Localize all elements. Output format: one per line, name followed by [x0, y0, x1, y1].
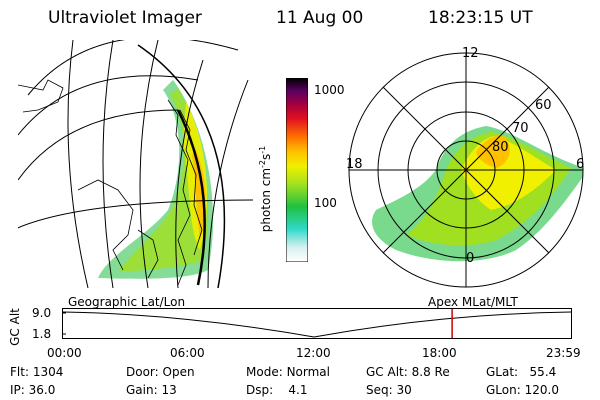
status-door: Door: Open — [126, 365, 195, 379]
mlt-label-0: 0 — [466, 251, 475, 266]
mlat-label-60: 60 — [535, 98, 552, 113]
status-dsp: Dsp: 4.1 — [246, 383, 308, 397]
mlt-label-18: 18 — [346, 157, 363, 172]
left-projection-label: Geographic Lat/Lon — [68, 295, 186, 309]
altitude-ytick-1.8: 1.8 — [32, 327, 52, 341]
mlt-label-12: 12 — [462, 46, 479, 61]
time-tick-00: 00:00 — [47, 346, 82, 360]
mlat-label-80: 80 — [492, 140, 509, 155]
status-flt: Flt: 1304 — [10, 365, 64, 379]
mlt-label-6: 6 — [576, 157, 585, 172]
time-tick-18: 18:00 — [422, 346, 457, 360]
polar-aurora-peak — [476, 135, 510, 168]
altitude-ytick-9: 9.0 — [32, 306, 52, 320]
mlat-label-70: 70 — [512, 121, 529, 136]
right-projection-label: Apex MLat/MLT — [428, 295, 518, 309]
polar-mlat-mlt-plot — [348, 52, 584, 288]
time-tick-2359: 23:59 — [546, 346, 581, 360]
altitude-timeline — [62, 308, 572, 339]
date-label: 11 Aug 00 — [276, 8, 364, 28]
instrument-title: Ultraviolet Imager — [48, 8, 202, 28]
geographic-image — [18, 40, 254, 288]
colorbar-tick-1000: 1000 — [314, 83, 345, 97]
time-tick-12: 12:00 — [296, 346, 331, 360]
status-glat: GLat: 55.4 — [486, 365, 557, 379]
colorbar-unit-label: photon cm-2s-1 — [258, 145, 273, 233]
status-seq: Seq: 30 — [366, 383, 412, 397]
status-gain: Gain: 13 — [126, 383, 177, 397]
status-gcalt: GC Alt: 8.8 Re — [366, 365, 450, 379]
status-mode: Mode: Normal — [246, 365, 330, 379]
status-glon: GLon: 120.0 — [486, 383, 559, 397]
altitude-ylabel: GC Alt — [8, 308, 22, 346]
colorbar-tick-100: 100 — [314, 196, 337, 210]
time-label: 18:23:15 UT — [428, 8, 533, 28]
color-scale-bar — [286, 78, 308, 262]
time-tick-06: 06:00 — [170, 346, 205, 360]
status-ip: IP: 36.0 — [10, 383, 56, 397]
